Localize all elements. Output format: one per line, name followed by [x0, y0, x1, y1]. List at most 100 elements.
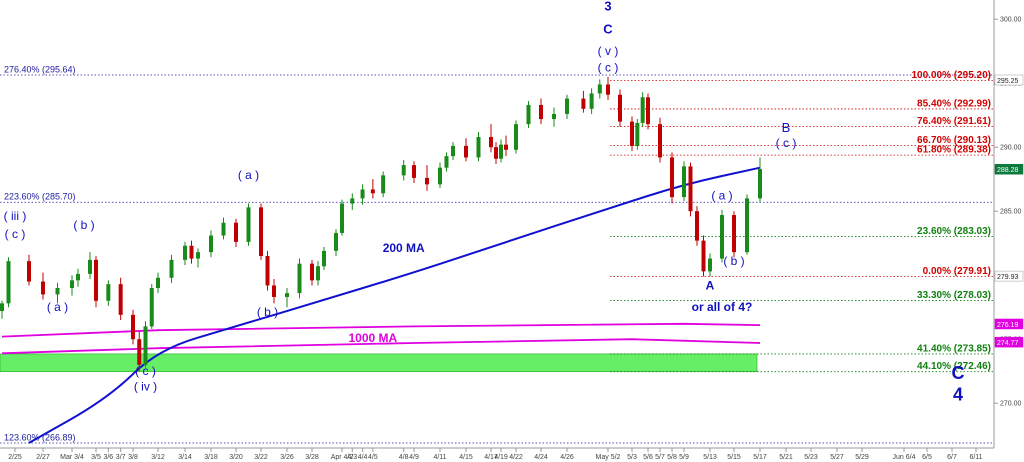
candle-body — [118, 284, 123, 315]
x-tick-label: 2/25 — [8, 454, 22, 461]
candle-body — [285, 293, 289, 297]
x-tick-label: 4/4 — [358, 454, 368, 461]
candle — [55, 282, 60, 304]
candle-body — [189, 245, 194, 259]
x-tick-label: 3/28 — [305, 454, 319, 461]
candle — [234, 218, 238, 248]
fib-level-label: 66.70% (290.13) — [917, 135, 991, 146]
candle — [6, 257, 11, 308]
x-tick-label: 5/23 — [804, 454, 818, 461]
x-tick-label: 5/13 — [703, 454, 717, 461]
fib-level-label: 41.40% (273.85) — [917, 343, 991, 354]
candle-body — [688, 166, 693, 212]
candle — [565, 94, 569, 120]
ma-200-line — [28, 166, 761, 444]
x-tick-label: 4/5 — [368, 454, 378, 461]
x-tick-label: Jun 6/4 — [893, 454, 916, 461]
candle — [552, 107, 556, 127]
x-tick-label: May 5/2 — [596, 454, 621, 461]
candle — [658, 117, 662, 163]
wave-annotation: C — [952, 363, 965, 383]
candle — [670, 152, 674, 204]
candle-body — [597, 84, 602, 94]
candle-body — [514, 124, 518, 150]
candle-body — [499, 144, 503, 159]
candle-body — [720, 215, 724, 259]
candle-body — [196, 252, 200, 259]
fib-level-label: 23.60% (283.03) — [917, 226, 991, 237]
support-band — [0, 353, 758, 373]
y-tick-label: 290.00 — [1000, 145, 1022, 152]
candle — [189, 240, 194, 264]
candle — [646, 93, 650, 130]
candle-body — [131, 314, 135, 340]
candle-body — [137, 339, 142, 365]
x-tick-label: 5/6 — [643, 454, 653, 461]
candle — [732, 211, 736, 258]
wave-annotation: ( a ) — [47, 300, 68, 314]
candle — [444, 152, 449, 172]
candle-body — [476, 136, 481, 158]
candle — [745, 194, 749, 255]
candle — [514, 120, 518, 154]
candle — [682, 161, 686, 201]
wave-annotation: ( iii ) — [4, 209, 27, 223]
fib-level-label: 276.40% (295.64) — [4, 65, 76, 75]
candle — [494, 142, 498, 164]
candle — [265, 250, 270, 291]
candle-body — [526, 104, 531, 125]
candle-body — [489, 136, 493, 148]
candle — [451, 142, 455, 160]
fib-level-label: 76.40% (291.61) — [917, 116, 991, 127]
wave-annotation: 200 MA — [383, 241, 425, 255]
ma-1000-line — [1, 338, 761, 355]
candle — [340, 199, 344, 236]
x-tick-label: 3/5 — [91, 454, 101, 461]
fib-level-label: 61.80% (289.38) — [917, 145, 991, 156]
candle-body — [106, 284, 111, 301]
candle — [94, 256, 98, 308]
candle — [88, 252, 92, 280]
fib-level-label: 33.30% (278.03) — [917, 290, 991, 301]
y-axis: 300.00295.00290.00285.00280.00275.00270.… — [993, 0, 1024, 448]
candle — [322, 247, 326, 271]
x-tick-label: 5/21 — [779, 454, 793, 461]
candle — [425, 165, 429, 191]
price-tag-label: 279.93 — [997, 274, 1019, 281]
candle-body — [438, 167, 442, 185]
wave-annotation: ( c ) — [598, 61, 619, 75]
candle — [246, 203, 251, 246]
candle-body — [708, 258, 712, 272]
x-tick-label: 3/14 — [178, 454, 192, 461]
candle — [272, 279, 276, 304]
candle — [464, 138, 468, 162]
candle — [412, 161, 416, 184]
candle — [360, 184, 365, 205]
x-tick-label: Mar 3/4 — [60, 454, 84, 461]
x-tick-label: 6/5 — [922, 454, 932, 461]
price-tag — [994, 270, 1024, 282]
wave-annotation: ( v ) — [598, 44, 619, 58]
x-tick-label: 4/19 — [494, 454, 508, 461]
x-tick-label: 4/3 — [347, 454, 357, 461]
candle-body — [94, 259, 98, 301]
x-tick-label: 4/9 — [409, 454, 419, 461]
moving-average-layer — [1, 166, 761, 444]
candle-body — [425, 177, 429, 185]
candle — [70, 275, 74, 296]
candle-body — [451, 145, 455, 157]
x-tick-label: 4/17 — [484, 454, 498, 461]
wave-annotation: ( c ) — [776, 136, 797, 150]
candles-layer — [0, 76, 762, 372]
wave-annotation: C — [603, 21, 613, 36]
candle — [539, 98, 543, 125]
candle — [606, 76, 610, 100]
candle-body — [143, 326, 148, 365]
candle-body — [552, 113, 556, 120]
candle-body — [682, 166, 686, 198]
candle — [27, 254, 31, 286]
x-tick-label: 3/18 — [204, 454, 218, 461]
candle-body — [149, 288, 154, 327]
price-tag — [994, 336, 1024, 348]
candle — [438, 162, 442, 189]
